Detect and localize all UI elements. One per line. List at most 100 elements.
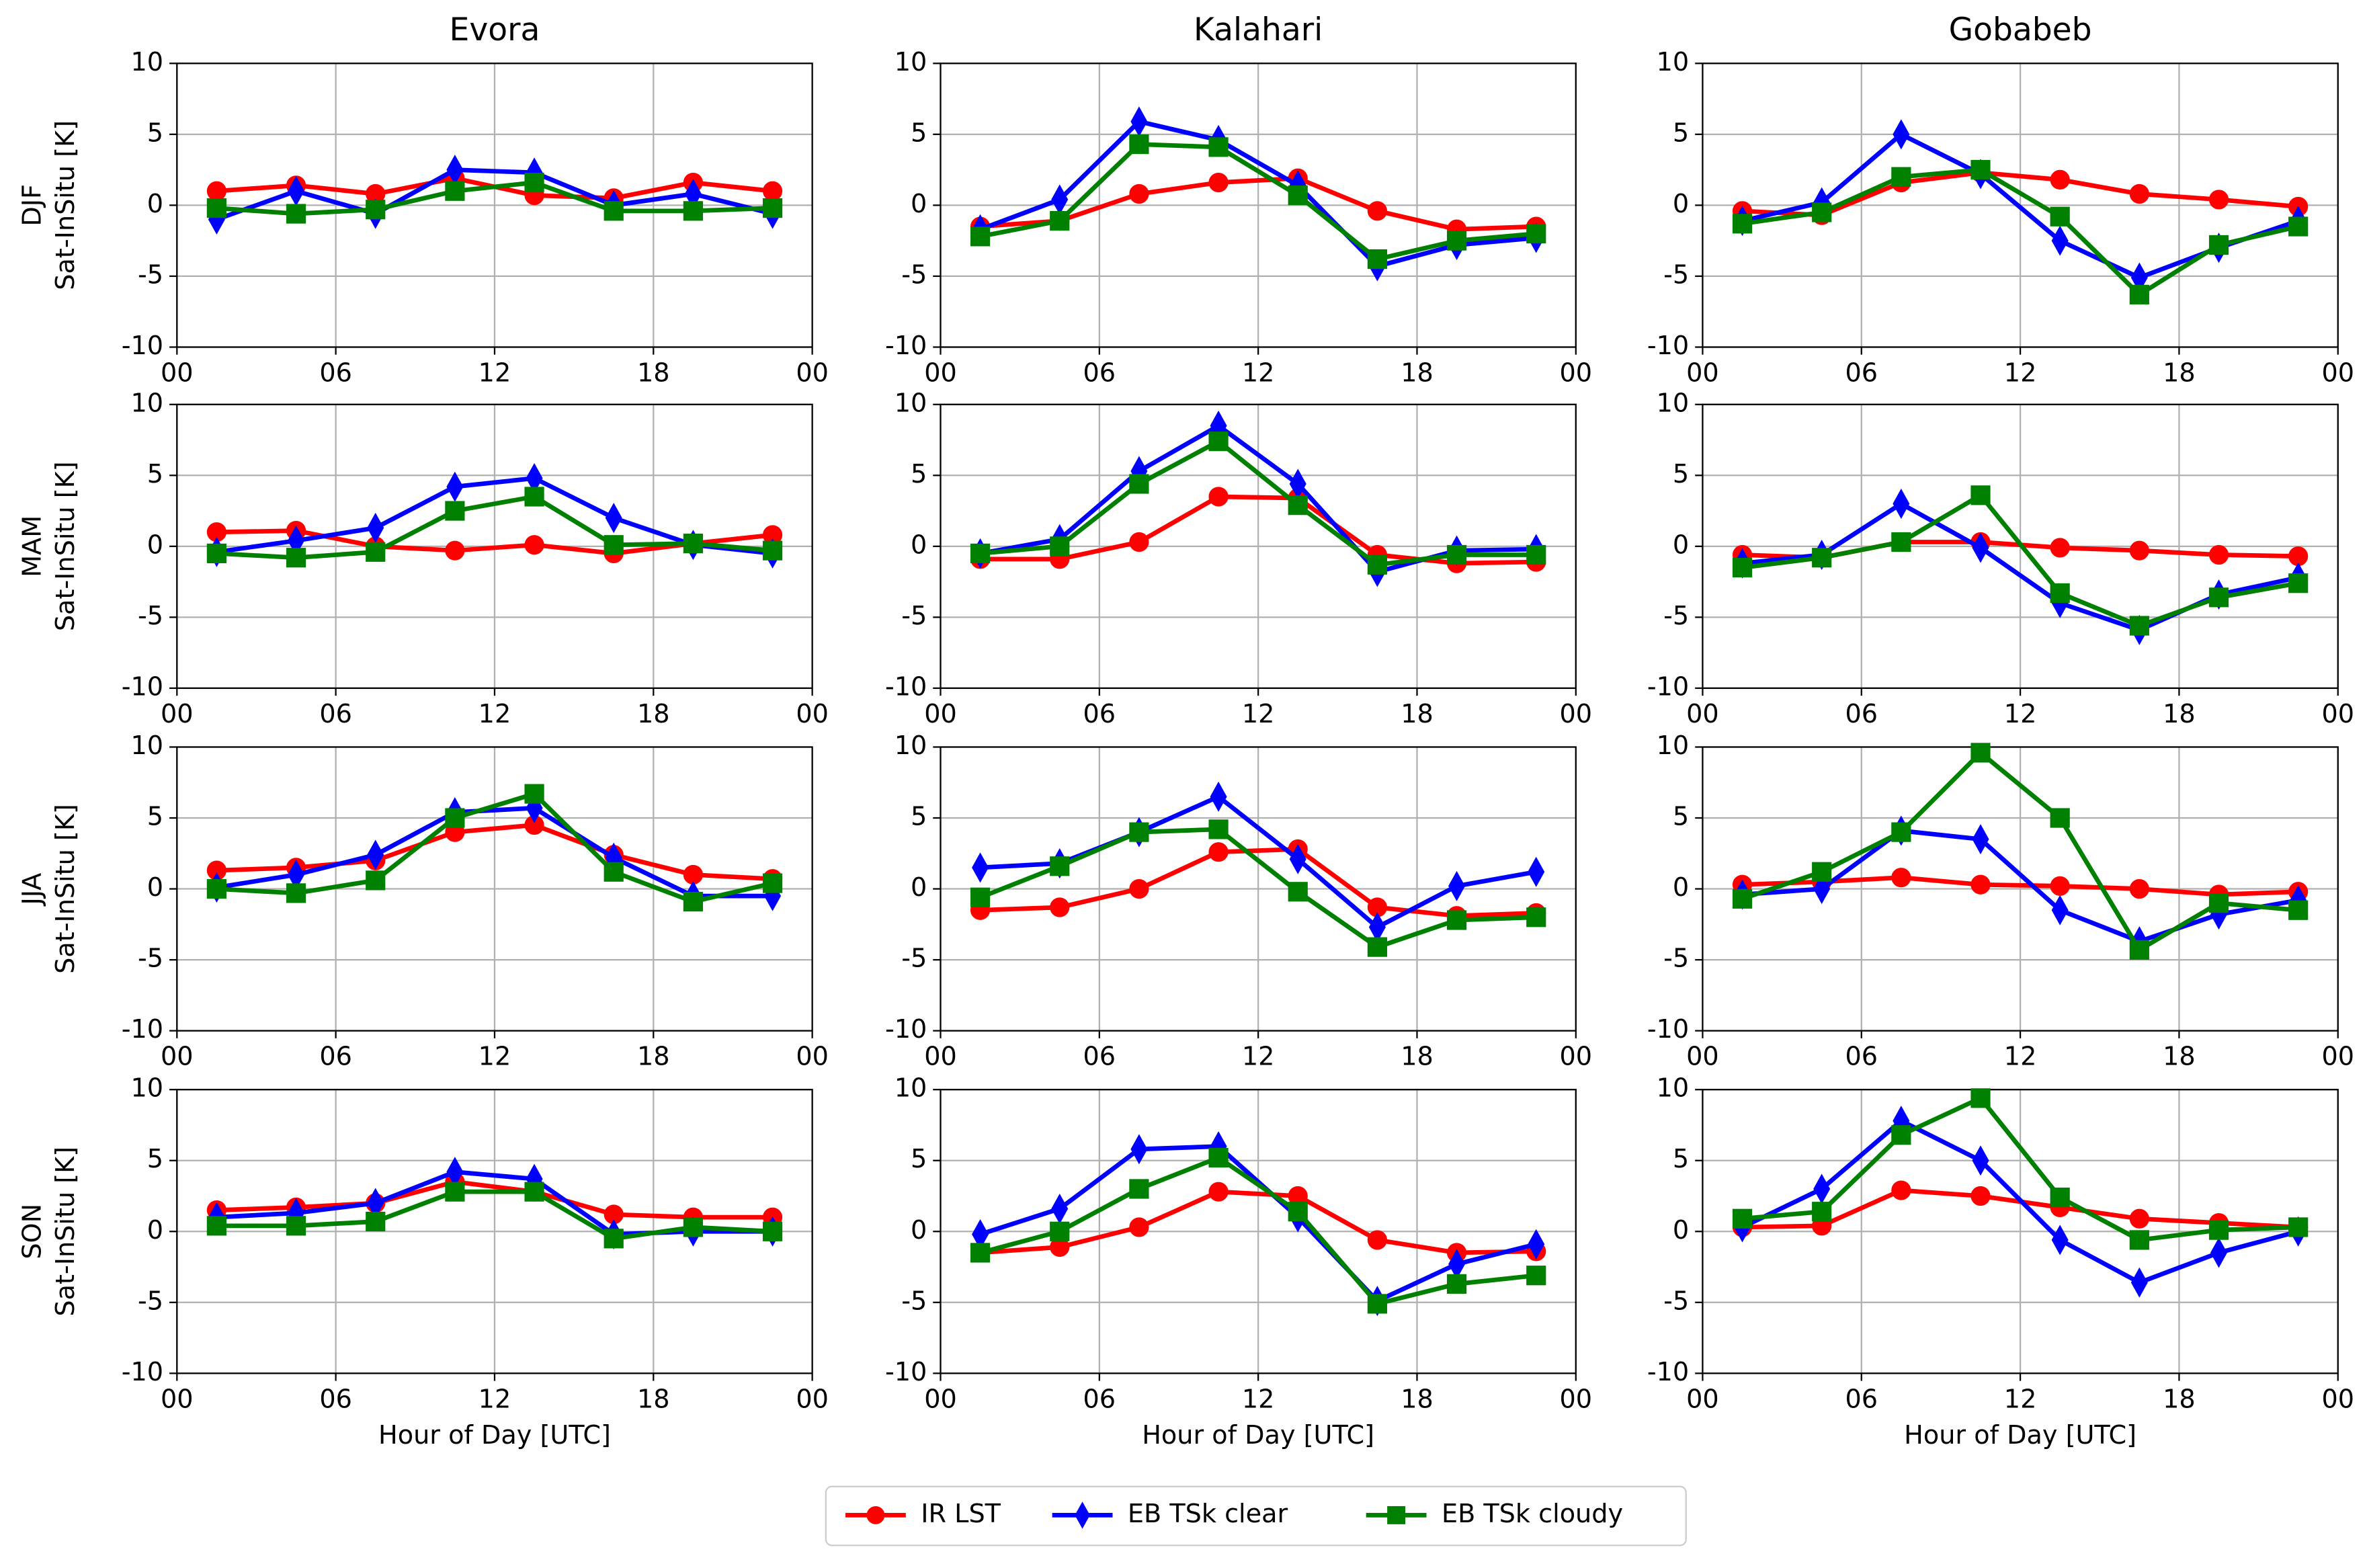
marker (1367, 937, 1387, 957)
y-tick-label: 0 (1673, 530, 1689, 560)
marker (206, 1216, 226, 1236)
marker (206, 181, 226, 201)
series-line (216, 180, 773, 216)
x-tick-label: 00 (1686, 1385, 1719, 1414)
marker (1812, 1202, 1832, 1222)
marker (1891, 167, 1911, 187)
marker (1367, 1294, 1387, 1314)
x-tick-label: 18 (637, 358, 670, 388)
marker (1732, 214, 1753, 234)
marker (1812, 548, 1832, 568)
marker (1970, 485, 1991, 505)
marker (1812, 202, 1832, 222)
series-line (216, 805, 773, 899)
y-tick-label: -10 (1647, 1358, 1689, 1387)
marker (762, 1221, 783, 1241)
marker (1970, 743, 1991, 763)
x-tick-label: 12 (1242, 358, 1275, 388)
y-tick-label: 0 (147, 190, 163, 219)
marker (1129, 1179, 1149, 1199)
marker (2208, 544, 2229, 565)
marker (970, 887, 991, 907)
x-tick-label: 00 (1560, 358, 1593, 388)
marker (1367, 201, 1387, 221)
marker (1528, 856, 1545, 887)
marker (2130, 1267, 2148, 1298)
marker (286, 204, 306, 224)
marker (1208, 173, 1229, 193)
legend-box (825, 1485, 1687, 1546)
x-tick-label: 00 (1686, 700, 1719, 729)
marker (1051, 1193, 1069, 1225)
column-title: Gobabeb (1949, 11, 2092, 48)
marker (1288, 185, 1308, 206)
x-tick-label: 00 (2321, 358, 2354, 388)
y-tick-label: 5 (147, 1145, 163, 1174)
plot-frame (940, 63, 1577, 348)
marker (1732, 1208, 1753, 1229)
marker (2050, 1188, 2070, 1208)
marker (2050, 169, 2070, 190)
series-line (1742, 1095, 2298, 1243)
y-tick-label: 0 (147, 1216, 163, 1245)
series-line (1741, 1118, 2299, 1285)
marker (1288, 495, 1308, 515)
marker (286, 883, 306, 903)
marker (1732, 889, 1753, 909)
y-tick-label: 5 (911, 802, 927, 832)
x-tick-label: 06 (319, 358, 352, 388)
legend-marker (866, 1505, 885, 1524)
marker (1208, 431, 1229, 452)
series-line (980, 1189, 1536, 1255)
y-tick-label: -5 (1663, 602, 1689, 631)
x-tick-label: 18 (1401, 700, 1434, 729)
marker (762, 198, 783, 218)
x-tick-label: 00 (1686, 1042, 1719, 1072)
marker (1891, 532, 1911, 552)
legend-marker (1075, 1501, 1090, 1529)
marker (1446, 910, 1467, 930)
series-line (980, 175, 1536, 232)
y-axis-label: Sat-InSitu [K] (51, 804, 81, 974)
y-tick-label: 5 (147, 118, 163, 148)
y-tick-label: 10 (131, 388, 164, 418)
marker (206, 878, 226, 899)
plot-frame (1702, 1089, 2339, 1374)
x-tick-label: 06 (1845, 1042, 1878, 1072)
series-line (979, 119, 1537, 269)
y-tick-label: 5 (147, 802, 163, 832)
series-line (979, 1144, 1537, 1304)
marker (1528, 1229, 1545, 1260)
plot-frame (940, 403, 1577, 690)
marker (1208, 1147, 1229, 1168)
x-tick-label: 06 (1083, 1385, 1116, 1414)
y-tick-label: 0 (1673, 190, 1689, 219)
marker (366, 1211, 386, 1232)
plot-frame (1702, 63, 2339, 348)
marker (2288, 216, 2309, 237)
x-tick-label: 06 (319, 1385, 352, 1414)
x-tick-label: 06 (1845, 1385, 1878, 1414)
y-tick-label: -5 (901, 944, 927, 974)
marker (683, 891, 703, 912)
marker (2051, 225, 2069, 256)
series-line (1742, 170, 2298, 218)
y-tick-label: 10 (131, 731, 164, 761)
marker (1050, 1221, 1070, 1241)
x-tick-label: 00 (796, 358, 829, 388)
marker (524, 535, 544, 555)
y-tick-label: -5 (901, 1286, 927, 1316)
y-tick-label: -5 (901, 602, 927, 631)
marker (2129, 284, 2149, 304)
x-tick-label: 06 (1083, 358, 1116, 388)
marker (524, 173, 544, 193)
marker (1129, 183, 1149, 204)
y-tick-label: 0 (1673, 1216, 1689, 1245)
y-tick-label: 5 (1673, 460, 1689, 489)
marker (2129, 1230, 2149, 1250)
marker (524, 784, 544, 804)
marker (1732, 557, 1753, 578)
marker (1367, 1230, 1387, 1250)
